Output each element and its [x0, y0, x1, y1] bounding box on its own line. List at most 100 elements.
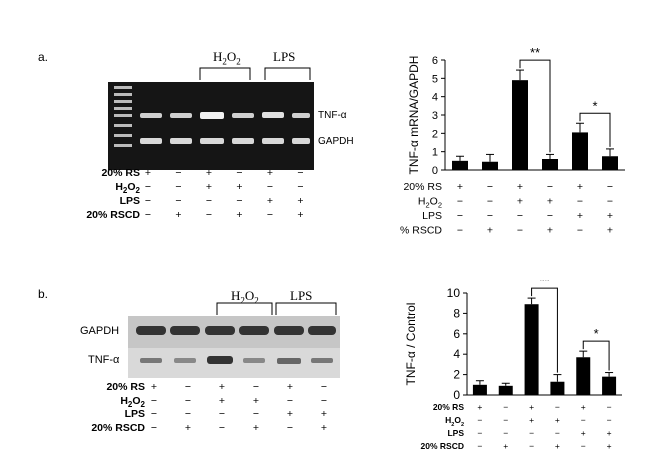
condition-label: 20% RSCD	[91, 421, 145, 434]
y-tick-label: 10	[447, 286, 461, 300]
condition-sign: −	[150, 408, 158, 420]
y-tick-label: 8	[453, 306, 460, 320]
condition-sign: −	[218, 421, 226, 434]
condition-sign: −	[607, 415, 612, 425]
condition-sign: −	[320, 381, 328, 393]
y-tick-label: 4	[453, 347, 460, 361]
y-tick-label: 1	[432, 147, 438, 159]
condition-sign: −	[581, 415, 586, 425]
condition-sign: +	[607, 428, 612, 438]
dna-ladder	[114, 86, 132, 147]
panel-a-tnf-label: TNF-α	[318, 110, 347, 121]
condition-label: 20% RS	[101, 167, 140, 179]
condition-sign: −	[577, 196, 583, 208]
condition-sign: +	[607, 225, 613, 237]
significance-bracket	[579, 112, 611, 147]
condition-sign: +	[517, 181, 523, 193]
condition-label: H2O2	[418, 196, 442, 210]
condition-sign: +	[581, 402, 586, 412]
condition-sign: −	[607, 181, 613, 193]
bar	[572, 132, 588, 170]
condition-sign: +	[218, 394, 226, 407]
panel-b-h2o2-label: H2O2	[231, 288, 259, 306]
condition-sign: +	[144, 167, 152, 179]
y-tick-label: 2	[432, 128, 438, 140]
condition-sign: +	[150, 381, 158, 393]
panel-a-lps-label: LPS	[273, 49, 296, 64]
panel-b-tnf-label: TNF-α	[88, 354, 120, 366]
condition-sign: −	[150, 421, 158, 434]
y-tick-label: 0	[453, 388, 460, 402]
y-tick-label: 6	[432, 55, 438, 67]
condition-sign: +	[252, 421, 260, 434]
significance-label: **	[539, 280, 549, 288]
condition-sign: +	[555, 415, 560, 425]
condition-sign: +	[266, 195, 274, 207]
condition-sign: −	[581, 441, 586, 451]
condition-label: 20% RS	[403, 181, 442, 193]
condition-sign: −	[477, 441, 482, 451]
condition-sign: +	[184, 421, 192, 434]
condition-sign: +	[286, 408, 294, 420]
condition-sign: −	[457, 196, 463, 208]
condition-sign: −	[175, 195, 182, 207]
bar	[524, 304, 539, 395]
bar	[550, 381, 565, 395]
y-axis-label: TNF-α mRNA/GAPDH	[407, 56, 421, 175]
significance-bracket	[519, 59, 551, 153]
bar	[512, 80, 528, 170]
condition-sign: −	[320, 394, 328, 407]
condition-sign: +	[477, 402, 482, 412]
condition-sign: +	[297, 209, 304, 221]
condition-label: LPS	[124, 408, 145, 420]
panel-a-h2o2-label: H2O2	[213, 49, 241, 67]
condition-sign: −	[487, 210, 493, 222]
condition-sign: −	[236, 195, 243, 207]
condition-label: 20% RSCD	[421, 441, 464, 451]
y-tick-label: 2	[453, 368, 460, 382]
condition-sign: −	[517, 225, 523, 237]
significance-label: *	[594, 326, 599, 341]
condition-sign: +	[457, 181, 463, 193]
condition-sign: −	[286, 394, 294, 407]
condition-sign: −	[144, 181, 152, 193]
significance-bracket	[531, 287, 558, 373]
condition-label: H2O2	[445, 415, 464, 428]
condition-sign: +	[547, 225, 553, 237]
western-blot-image	[128, 316, 340, 378]
condition-sign: −	[144, 209, 152, 221]
condition-sign: −	[555, 428, 560, 438]
condition-sign: −	[252, 381, 260, 393]
panel-b-gapdh-label: GAPDH	[80, 325, 120, 337]
condition-sign: +	[547, 196, 553, 208]
condition-sign: −	[218, 408, 226, 420]
condition-sign: −	[547, 181, 553, 193]
condition-sign: −	[205, 195, 213, 207]
condition-sign: +	[577, 210, 583, 222]
condition-sign: +	[205, 167, 213, 179]
y-tick-label: 3	[432, 110, 438, 122]
condition-sign: −	[487, 196, 493, 208]
condition-sign: −	[457, 210, 463, 222]
y-axis-label: TNF-α / Control	[404, 303, 418, 386]
condition-sign: +	[487, 225, 493, 237]
gel-bands	[114, 86, 310, 147]
condition-sign: −	[607, 196, 613, 208]
condition-sign: +	[252, 394, 260, 407]
condition-sign: +	[607, 441, 612, 451]
condition-sign: −	[517, 210, 523, 222]
condition-sign: +	[529, 402, 534, 412]
condition-sign: −	[286, 421, 294, 434]
condition-sign: −	[607, 402, 612, 412]
condition-sign: −	[297, 167, 304, 179]
condition-sign: −	[529, 441, 534, 451]
condition-label: LPS	[119, 195, 140, 207]
panel-b-brackets	[216, 302, 337, 315]
condition-sign: +	[236, 209, 243, 221]
condition-sign: −	[547, 210, 553, 222]
y-tick-label: 0	[432, 165, 438, 177]
condition-sign: −	[184, 408, 192, 420]
bar	[542, 159, 558, 170]
condition-sign: +	[555, 441, 560, 451]
